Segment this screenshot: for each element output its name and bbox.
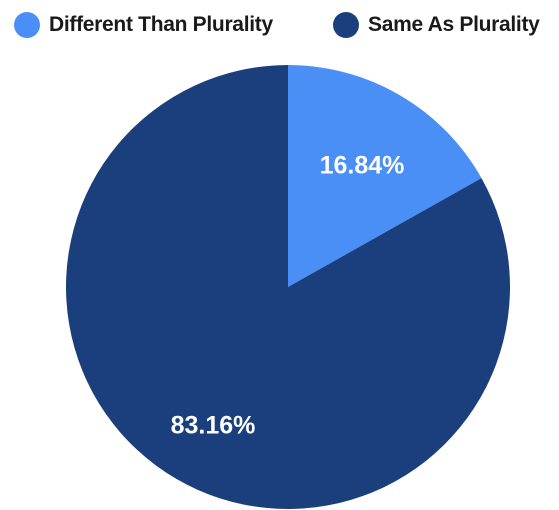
legend-label-different-than-plurality: Different Than Plurality (49, 13, 273, 36)
pie-slice-different-than-plurality (288, 65, 482, 287)
legend-swatch-different-than-plurality (14, 12, 40, 38)
legend: Different Than Plurality Same As Plurali… (0, 10, 559, 40)
pie-slice-same-as-plurality (65, 65, 511, 509)
legend-label-same-as-plurality: Same As Plurality (368, 13, 540, 36)
slice-label-different-than-plurality: 16.84% (320, 152, 405, 180)
legend-item-same-as-plurality: Same As Plurality (333, 10, 540, 40)
legend-swatch-same-as-plurality (333, 12, 359, 38)
legend-item-different-than-plurality: Different Than Plurality (14, 10, 273, 40)
slice-label-same-as-plurality: 83.16% (171, 412, 256, 440)
